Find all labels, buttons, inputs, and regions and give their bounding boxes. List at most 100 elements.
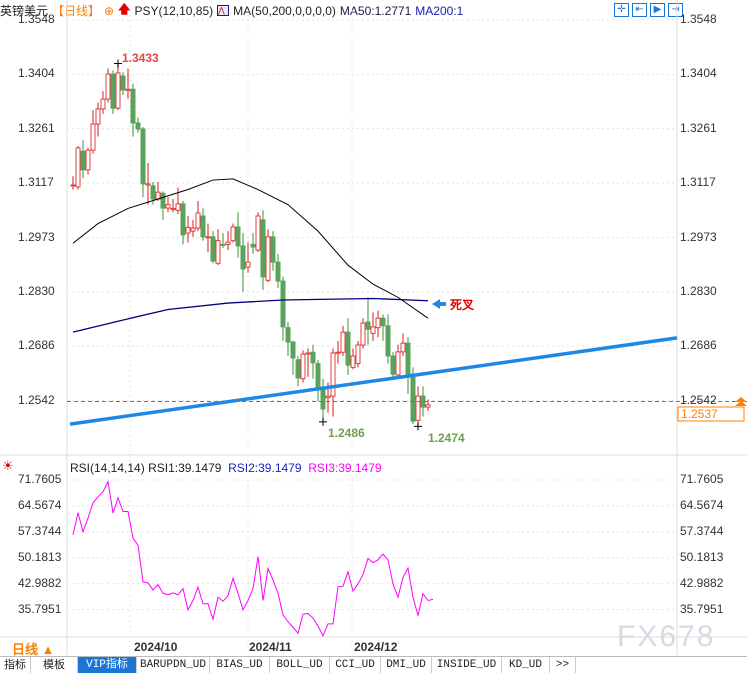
candle	[345, 318, 351, 375]
candle-body	[85, 149, 91, 171]
candle-body	[235, 226, 241, 247]
candle-body	[200, 215, 206, 238]
ma50-value: MA50:1.2771	[339, 3, 412, 18]
candle-body	[385, 325, 391, 357]
tab-vip-indicators[interactable]: VIP指标	[78, 657, 137, 673]
rsi-tick-left: 64.5674	[18, 497, 62, 512]
price-tick-right: 1.2542	[680, 392, 717, 407]
rsi-tick-left: 50.1813	[18, 549, 62, 564]
candle	[205, 223, 211, 252]
candle-body	[330, 352, 336, 397]
candle	[295, 356, 301, 387]
tab-templates[interactable]: 模板	[31, 657, 78, 673]
candle-body	[380, 317, 386, 327]
price-tick-left: 1.2542	[18, 392, 55, 407]
extreme-marker	[319, 417, 327, 426]
candle	[75, 146, 81, 190]
price-tick-right: 1.2973	[680, 229, 717, 244]
candle	[335, 340, 341, 364]
candle	[300, 350, 306, 383]
candle-body	[370, 326, 376, 334]
add-indicator-icon[interactable]: ⊕	[104, 3, 115, 18]
candle-body	[115, 72, 121, 109]
candle-body	[110, 73, 116, 109]
candle	[170, 198, 176, 213]
candle	[210, 231, 216, 264]
period-button[interactable]: 日线 ▲	[12, 642, 55, 657]
death-cross-arrow-icon	[432, 299, 446, 309]
candle	[370, 312, 376, 341]
candle-body	[290, 341, 296, 359]
candle	[375, 310, 381, 338]
candle	[180, 200, 186, 245]
go-to-end-icon[interactable]: ⇥	[668, 3, 683, 17]
candle	[140, 127, 146, 198]
tab-more[interactable]: >>	[550, 657, 576, 673]
candle	[115, 63, 121, 111]
candle	[355, 340, 361, 368]
candle-body	[375, 317, 381, 329]
candle	[405, 337, 411, 394]
date-label-dec: 2024/12	[354, 640, 398, 654]
symbol-name: 英镑美元	[0, 4, 49, 18]
ma-indicator[interactable]: MA(50,200,0,0,0,0)	[233, 3, 336, 18]
rsi-line	[72, 480, 434, 637]
candle	[135, 117, 141, 133]
tab-barupdn[interactable]: BARUPDN_UD	[137, 657, 210, 673]
candle	[175, 187, 181, 215]
candle-body	[245, 261, 251, 268]
candle-body	[105, 73, 111, 100]
candle-body	[270, 236, 276, 263]
psy-indicator[interactable]: PSY(12,10,85)	[134, 3, 214, 18]
extreme-marker	[114, 59, 122, 68]
price-tick-left: 1.3117	[18, 175, 54, 190]
candle-body	[325, 395, 331, 399]
candle-body	[160, 192, 166, 209]
rsi-tick-left: 57.3744	[18, 523, 62, 538]
tab-cci[interactable]: CCI_UD	[330, 657, 381, 673]
rsi-tick-right: 35.7951	[680, 601, 724, 616]
candle-body	[305, 352, 311, 355]
price-tick-left: 1.3261	[18, 120, 55, 135]
candle-body	[275, 261, 281, 282]
tab-bias[interactable]: BIAS_UD	[210, 657, 270, 673]
rsi-title[interactable]: RSI(14,14,14)	[70, 461, 145, 475]
candle-body	[190, 227, 196, 232]
candle-body	[195, 212, 201, 229]
period-label[interactable]: 【日线】	[52, 4, 101, 18]
candle-body	[340, 331, 346, 353]
candle	[395, 344, 401, 379]
candle-body	[415, 395, 421, 421]
candle-body	[300, 353, 306, 380]
candle-body	[100, 98, 106, 110]
candle	[385, 314, 391, 364]
crosshair-icon[interactable]: ✛	[614, 3, 629, 17]
rsi-settings-icon[interactable]: ☀	[2, 458, 14, 473]
tab-indicators[interactable]: 指标	[0, 657, 31, 673]
candle	[120, 72, 126, 95]
tab-inside[interactable]: INSIDE_UD	[432, 657, 502, 673]
candle	[200, 208, 206, 241]
candle	[260, 210, 266, 290]
candle-body	[135, 122, 141, 130]
rsi-tick-left: 71.7605	[18, 472, 62, 486]
high-annotation: 1.3433	[122, 51, 159, 65]
candle-body	[395, 351, 401, 376]
tab-kd[interactable]: KD_UD	[502, 657, 550, 673]
zoom-to-start-icon[interactable]: ⇤	[632, 3, 647, 17]
trendline[interactable]	[69, 336, 678, 426]
step-forward-icon[interactable]: ▶	[650, 3, 665, 17]
candle-body	[170, 207, 176, 210]
candle-body	[165, 204, 171, 209]
candle-body	[355, 344, 361, 365]
candle	[190, 219, 196, 237]
tab-boll[interactable]: BOLL_UD	[270, 657, 330, 673]
candle-body	[345, 331, 351, 366]
tab-dmi[interactable]: DMI_UD	[381, 657, 432, 673]
price-tick-left: 1.2973	[18, 229, 55, 244]
candle-body	[400, 342, 406, 353]
candle-body	[175, 203, 181, 211]
candle	[195, 200, 201, 232]
candle-body	[250, 243, 256, 248]
